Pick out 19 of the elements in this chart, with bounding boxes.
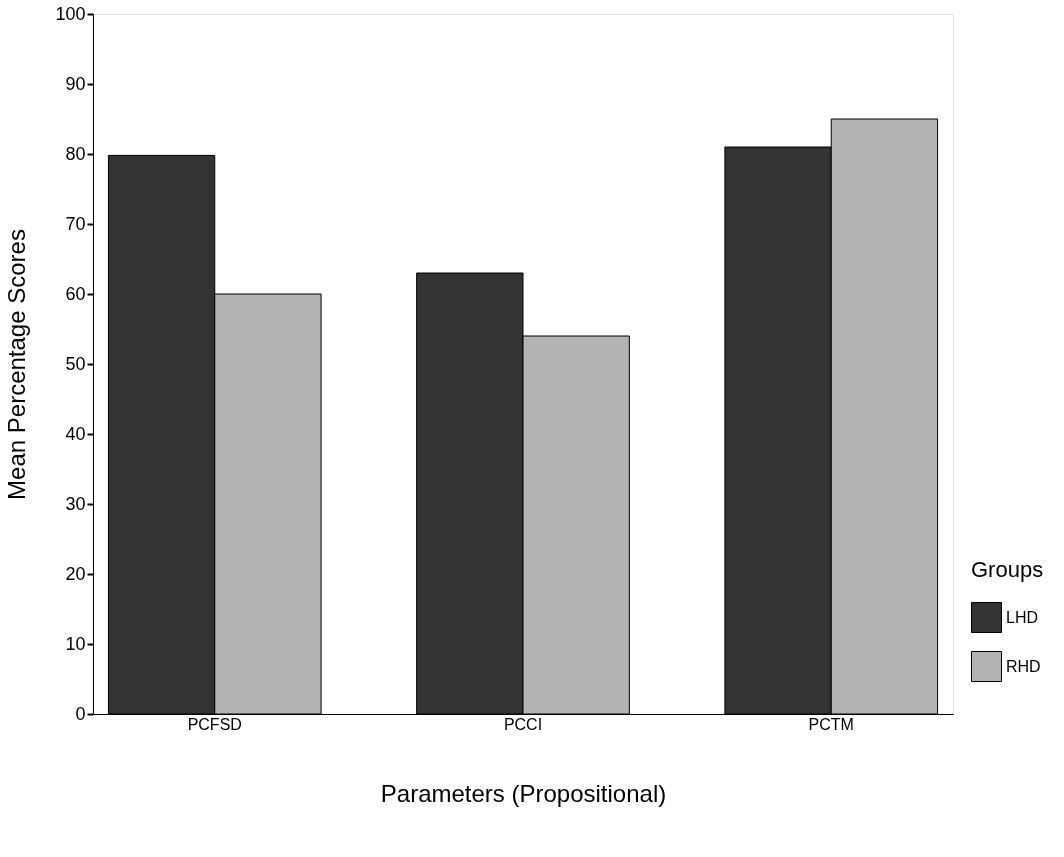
y-tick-label: 0 <box>75 703 86 724</box>
x-axis-title: Parameters (Propositional) <box>380 779 667 807</box>
y-tick-label: 30 <box>65 493 86 514</box>
x-tick-label: PCTM <box>808 715 854 733</box>
y-tick-label: 40 <box>65 423 86 444</box>
y-tick-label: 20 <box>65 563 86 584</box>
legend-label: RHD <box>1006 657 1041 675</box>
legend-label: LHD <box>1006 608 1039 626</box>
y-tick-label: 60 <box>65 283 86 304</box>
y-tick-label: 10 <box>65 633 86 654</box>
y-axis-title: Mean Percentage Scores <box>3 229 31 500</box>
y-tick-label: 100 <box>55 3 86 24</box>
y-tick-label: 50 <box>65 353 86 374</box>
y-tick-label: 70 <box>65 213 86 234</box>
x-tick-label: PCFSD <box>187 715 242 733</box>
y-tick-label: 80 <box>65 143 86 164</box>
y-tick-label: 90 <box>65 73 86 94</box>
legend-title: Groups <box>971 557 1044 582</box>
x-tick-label: PCCI <box>503 715 543 733</box>
